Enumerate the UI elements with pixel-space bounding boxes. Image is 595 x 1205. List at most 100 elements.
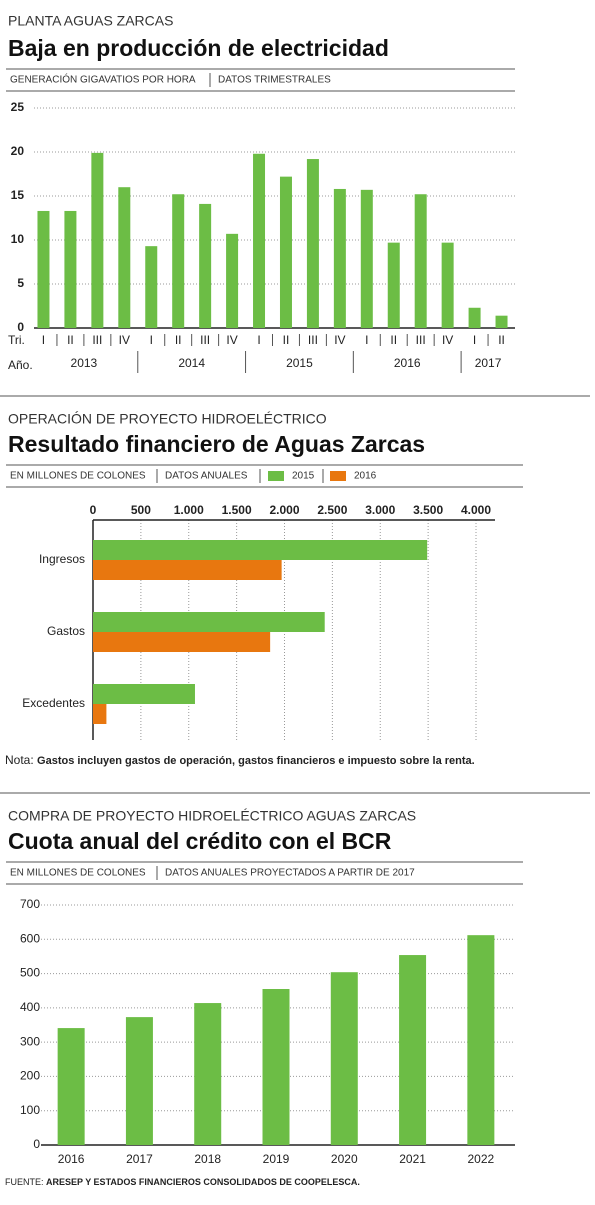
subtitle: GENERACIÓN GIGAVATIOS POR HORA <box>10 73 196 86</box>
y-tick-label: 700 <box>20 897 40 911</box>
bar <box>468 307 481 328</box>
bar <box>306 159 319 328</box>
y-tick-label: 500 <box>20 966 40 980</box>
y-tick-label: 300 <box>20 1034 40 1048</box>
group-label: 2015 <box>286 356 313 370</box>
bar <box>172 194 185 328</box>
legend-swatch <box>268 471 284 481</box>
x-tick-label: 2016 <box>58 1152 85 1166</box>
group-label: 2013 <box>71 356 98 370</box>
note-label: Nota: <box>5 753 34 767</box>
bar <box>360 189 373 328</box>
x-axis-label: Tri. <box>8 333 25 347</box>
bar <box>414 194 427 328</box>
x-tick-label: 2021 <box>399 1152 426 1166</box>
bar <box>93 704 107 724</box>
x-tick-label: I <box>42 333 45 347</box>
x-tick-label: 0 <box>90 503 97 517</box>
x-tick-label: I <box>150 333 153 347</box>
source-label: FUENTE: <box>5 1177 44 1187</box>
bar <box>495 315 508 328</box>
y-tick-label: 20 <box>11 144 25 158</box>
y-tick-label: Ingresos <box>39 552 85 566</box>
y-tick-label: 15 <box>11 188 25 202</box>
bar <box>330 972 358 1145</box>
chart-title: Cuota anual del crédito con el BCR <box>8 828 392 854</box>
bar <box>37 210 50 328</box>
bar <box>93 684 195 704</box>
bar <box>387 242 400 328</box>
x-tick-label: 2.000 <box>269 503 299 517</box>
bar <box>93 612 325 632</box>
bar <box>253 153 266 328</box>
bar <box>93 560 282 580</box>
source: FUENTE: ARESEP Y ESTADOS FINANCIEROS CON… <box>5 1177 360 1187</box>
x-tick-label: IV <box>119 333 130 347</box>
chart-title: Resultado financiero de Aguas Zarcas <box>8 431 425 457</box>
y-tick-label: 10 <box>11 232 25 246</box>
y-tick-label: 5 <box>17 276 24 290</box>
x-tick-label: I <box>257 333 260 347</box>
x-tick-label: II <box>283 333 290 347</box>
y-tick-label: Gastos <box>47 624 85 638</box>
bar <box>118 187 131 328</box>
subtitle: DATOS TRIMESTRALES <box>218 75 331 86</box>
bar <box>399 955 427 1145</box>
y-tick-label: 200 <box>20 1069 40 1083</box>
subtitle: EN MILLONES DE COLONES <box>10 868 146 879</box>
bar <box>91 152 104 328</box>
bar <box>262 989 290 1145</box>
x-tick-label: IV <box>226 333 237 347</box>
x-tick-label: III <box>92 333 102 347</box>
x-tick-label: II <box>67 333 74 347</box>
x-tick-label: I <box>473 333 476 347</box>
legend-label: 2016 <box>354 471 377 482</box>
group-axis-label: Año. <box>8 358 33 372</box>
bar <box>199 203 212 328</box>
bar <box>333 188 346 328</box>
group-label: 2014 <box>178 356 205 370</box>
subtitle: EN MILLONES DE COLONES <box>10 471 146 482</box>
x-tick-label: 3.500 <box>413 503 443 517</box>
subtitle: DATOS ANUALES <box>165 471 248 482</box>
y-tick-label: Excedentes <box>22 696 85 710</box>
supertitle: PLANTA AGUAS ZARCAS <box>8 13 173 29</box>
note: Nota: Gastos incluyen gastos de operació… <box>5 753 475 767</box>
x-tick-label: 2022 <box>468 1152 495 1166</box>
x-tick-label: III <box>416 333 426 347</box>
y-tick-label: 600 <box>20 931 40 945</box>
bar <box>125 1017 153 1145</box>
group-label: 2016 <box>394 356 421 370</box>
subtitle: DATOS ANUALES PROYECTADOS A PARTIR DE 20… <box>165 868 415 879</box>
y-tick-label: 0 <box>33 1137 40 1151</box>
x-tick-label: II <box>390 333 397 347</box>
bar <box>194 1003 222 1145</box>
x-tick-label: III <box>308 333 318 347</box>
y-tick-label: 100 <box>20 1103 40 1117</box>
x-tick-label: 4.000 <box>461 503 491 517</box>
x-tick-label: 2.500 <box>317 503 347 517</box>
x-tick-label: 2019 <box>263 1152 290 1166</box>
legend-label: 2015 <box>292 471 315 482</box>
bar <box>57 1028 85 1145</box>
supertitle: OPERACIÓN DE PROYECTO HIDROELÉCTRICO <box>8 411 327 427</box>
x-tick-label: IV <box>334 333 345 347</box>
x-tick-label: 2017 <box>126 1152 153 1166</box>
chart-title: Baja en producción de electricidad <box>8 35 389 61</box>
y-tick-label: 0 <box>17 320 24 334</box>
bar <box>93 632 271 652</box>
bar <box>64 210 77 328</box>
x-tick-label: IV <box>442 333 453 347</box>
x-tick-label: 2020 <box>331 1152 358 1166</box>
x-tick-label: II <box>175 333 182 347</box>
y-tick-label: 400 <box>20 1000 40 1014</box>
x-tick-label: 1.500 <box>222 503 252 517</box>
x-tick-label: 500 <box>131 503 151 517</box>
source-text: ARESEP Y ESTADOS FINANCIEROS CONSOLIDADO… <box>46 1177 360 1187</box>
x-tick-label: III <box>200 333 210 347</box>
bar <box>467 935 495 1145</box>
x-tick-label: 1.000 <box>174 503 204 517</box>
x-tick-label: II <box>498 333 505 347</box>
bar <box>226 233 239 328</box>
